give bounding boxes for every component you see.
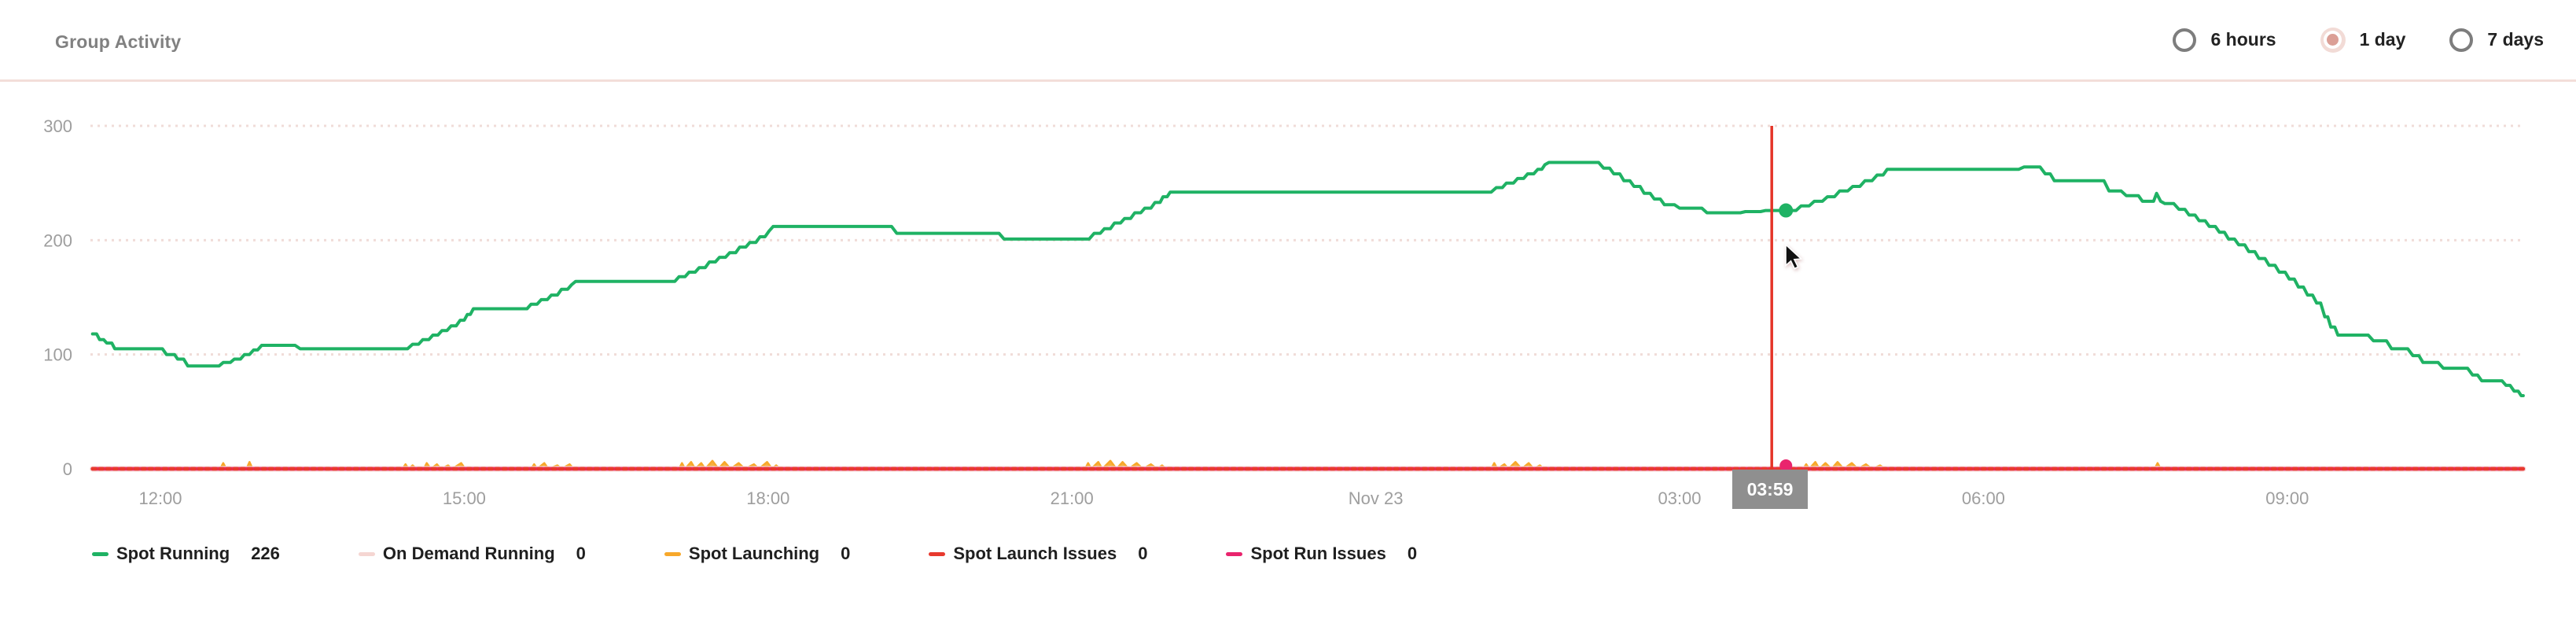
radio-button-icon[interactable] — [2173, 28, 2197, 52]
spot-run-issues-swatch-icon — [1226, 551, 1243, 556]
legend-value: 0 — [576, 544, 586, 563]
radio-button-icon[interactable] — [2320, 27, 2346, 53]
panel-title: Group Activity — [55, 31, 182, 52]
chart-legend: Spot Running 226 On Demand Running 0 Spo… — [92, 544, 1417, 564]
y-axis-label: 100 — [43, 345, 72, 365]
radio-option-6-hours[interactable]: 6 hours — [2173, 28, 2276, 52]
legend-value: 226 — [251, 544, 280, 563]
hover-time-tooltip: 03:59 — [1732, 470, 1808, 509]
radio-option-7-days[interactable]: 7 days — [2449, 28, 2544, 52]
time-range-radio-group: 6 hours 1 day 7 days — [2173, 0, 2544, 79]
legend-label: Spot Launching — [688, 544, 820, 563]
legend-value: 0 — [841, 544, 851, 563]
y-axis-label: 200 — [43, 230, 72, 250]
x-axis-label: Nov 23 — [1349, 488, 1404, 508]
x-axis-label: 03:00 — [1658, 488, 1701, 508]
x-axis-label: 18:00 — [746, 488, 789, 508]
panel-header: Group Activity 6 hours 1 day 7 days — [0, 0, 2576, 79]
radio-label[interactable]: 6 hours — [2210, 29, 2276, 50]
legend-label: Spot Run Issues — [1250, 544, 1386, 563]
spot-launching-swatch-icon — [664, 551, 681, 556]
on-demand-running-swatch-icon — [358, 551, 375, 556]
y-axis-label: 300 — [43, 116, 72, 136]
hover-run-issues-dot — [1779, 459, 1793, 472]
radio-label[interactable]: 1 day — [2359, 29, 2406, 50]
legend-label: Spot Running — [116, 544, 230, 563]
legend-item-spot-run-issues: Spot Run Issues 0 — [1226, 544, 1417, 564]
spot-launch-issues-swatch-icon — [929, 551, 946, 556]
radio-option-1-day[interactable]: 1 day — [2320, 27, 2406, 53]
mouse-cursor-icon — [1785, 244, 1803, 270]
legend-value: 0 — [1407, 544, 1418, 563]
x-axis-label: 09:00 — [2265, 488, 2309, 508]
y-axis-label: 0 — [63, 459, 72, 479]
radio-label[interactable]: 7 days — [2487, 29, 2544, 50]
header-divider — [0, 79, 2576, 82]
legend-value: 0 — [1138, 544, 1148, 563]
legend-label: On Demand Running — [382, 544, 555, 563]
legend-item-spot-launching: Spot Launching 0 — [664, 544, 850, 564]
x-axis-label: 12:00 — [138, 488, 182, 508]
x-axis-label: 15:00 — [443, 488, 486, 508]
legend-item-on-demand-running: On Demand Running 0 — [358, 544, 586, 564]
legend-item-spot-launch-issues: Spot Launch Issues 0 — [929, 544, 1147, 564]
x-axis-label: 21:00 — [1051, 488, 1094, 508]
hover-point-dot[interactable] — [1779, 203, 1794, 218]
spot-running-swatch-icon — [92, 551, 109, 556]
legend-label: Spot Launch Issues — [953, 544, 1117, 563]
legend-item-spot-running: Spot Running 226 — [92, 544, 280, 564]
x-axis-label: 06:00 — [1962, 488, 2005, 508]
spot-running-series-line — [90, 160, 2525, 397]
radio-button-icon[interactable] — [2449, 28, 2474, 52]
